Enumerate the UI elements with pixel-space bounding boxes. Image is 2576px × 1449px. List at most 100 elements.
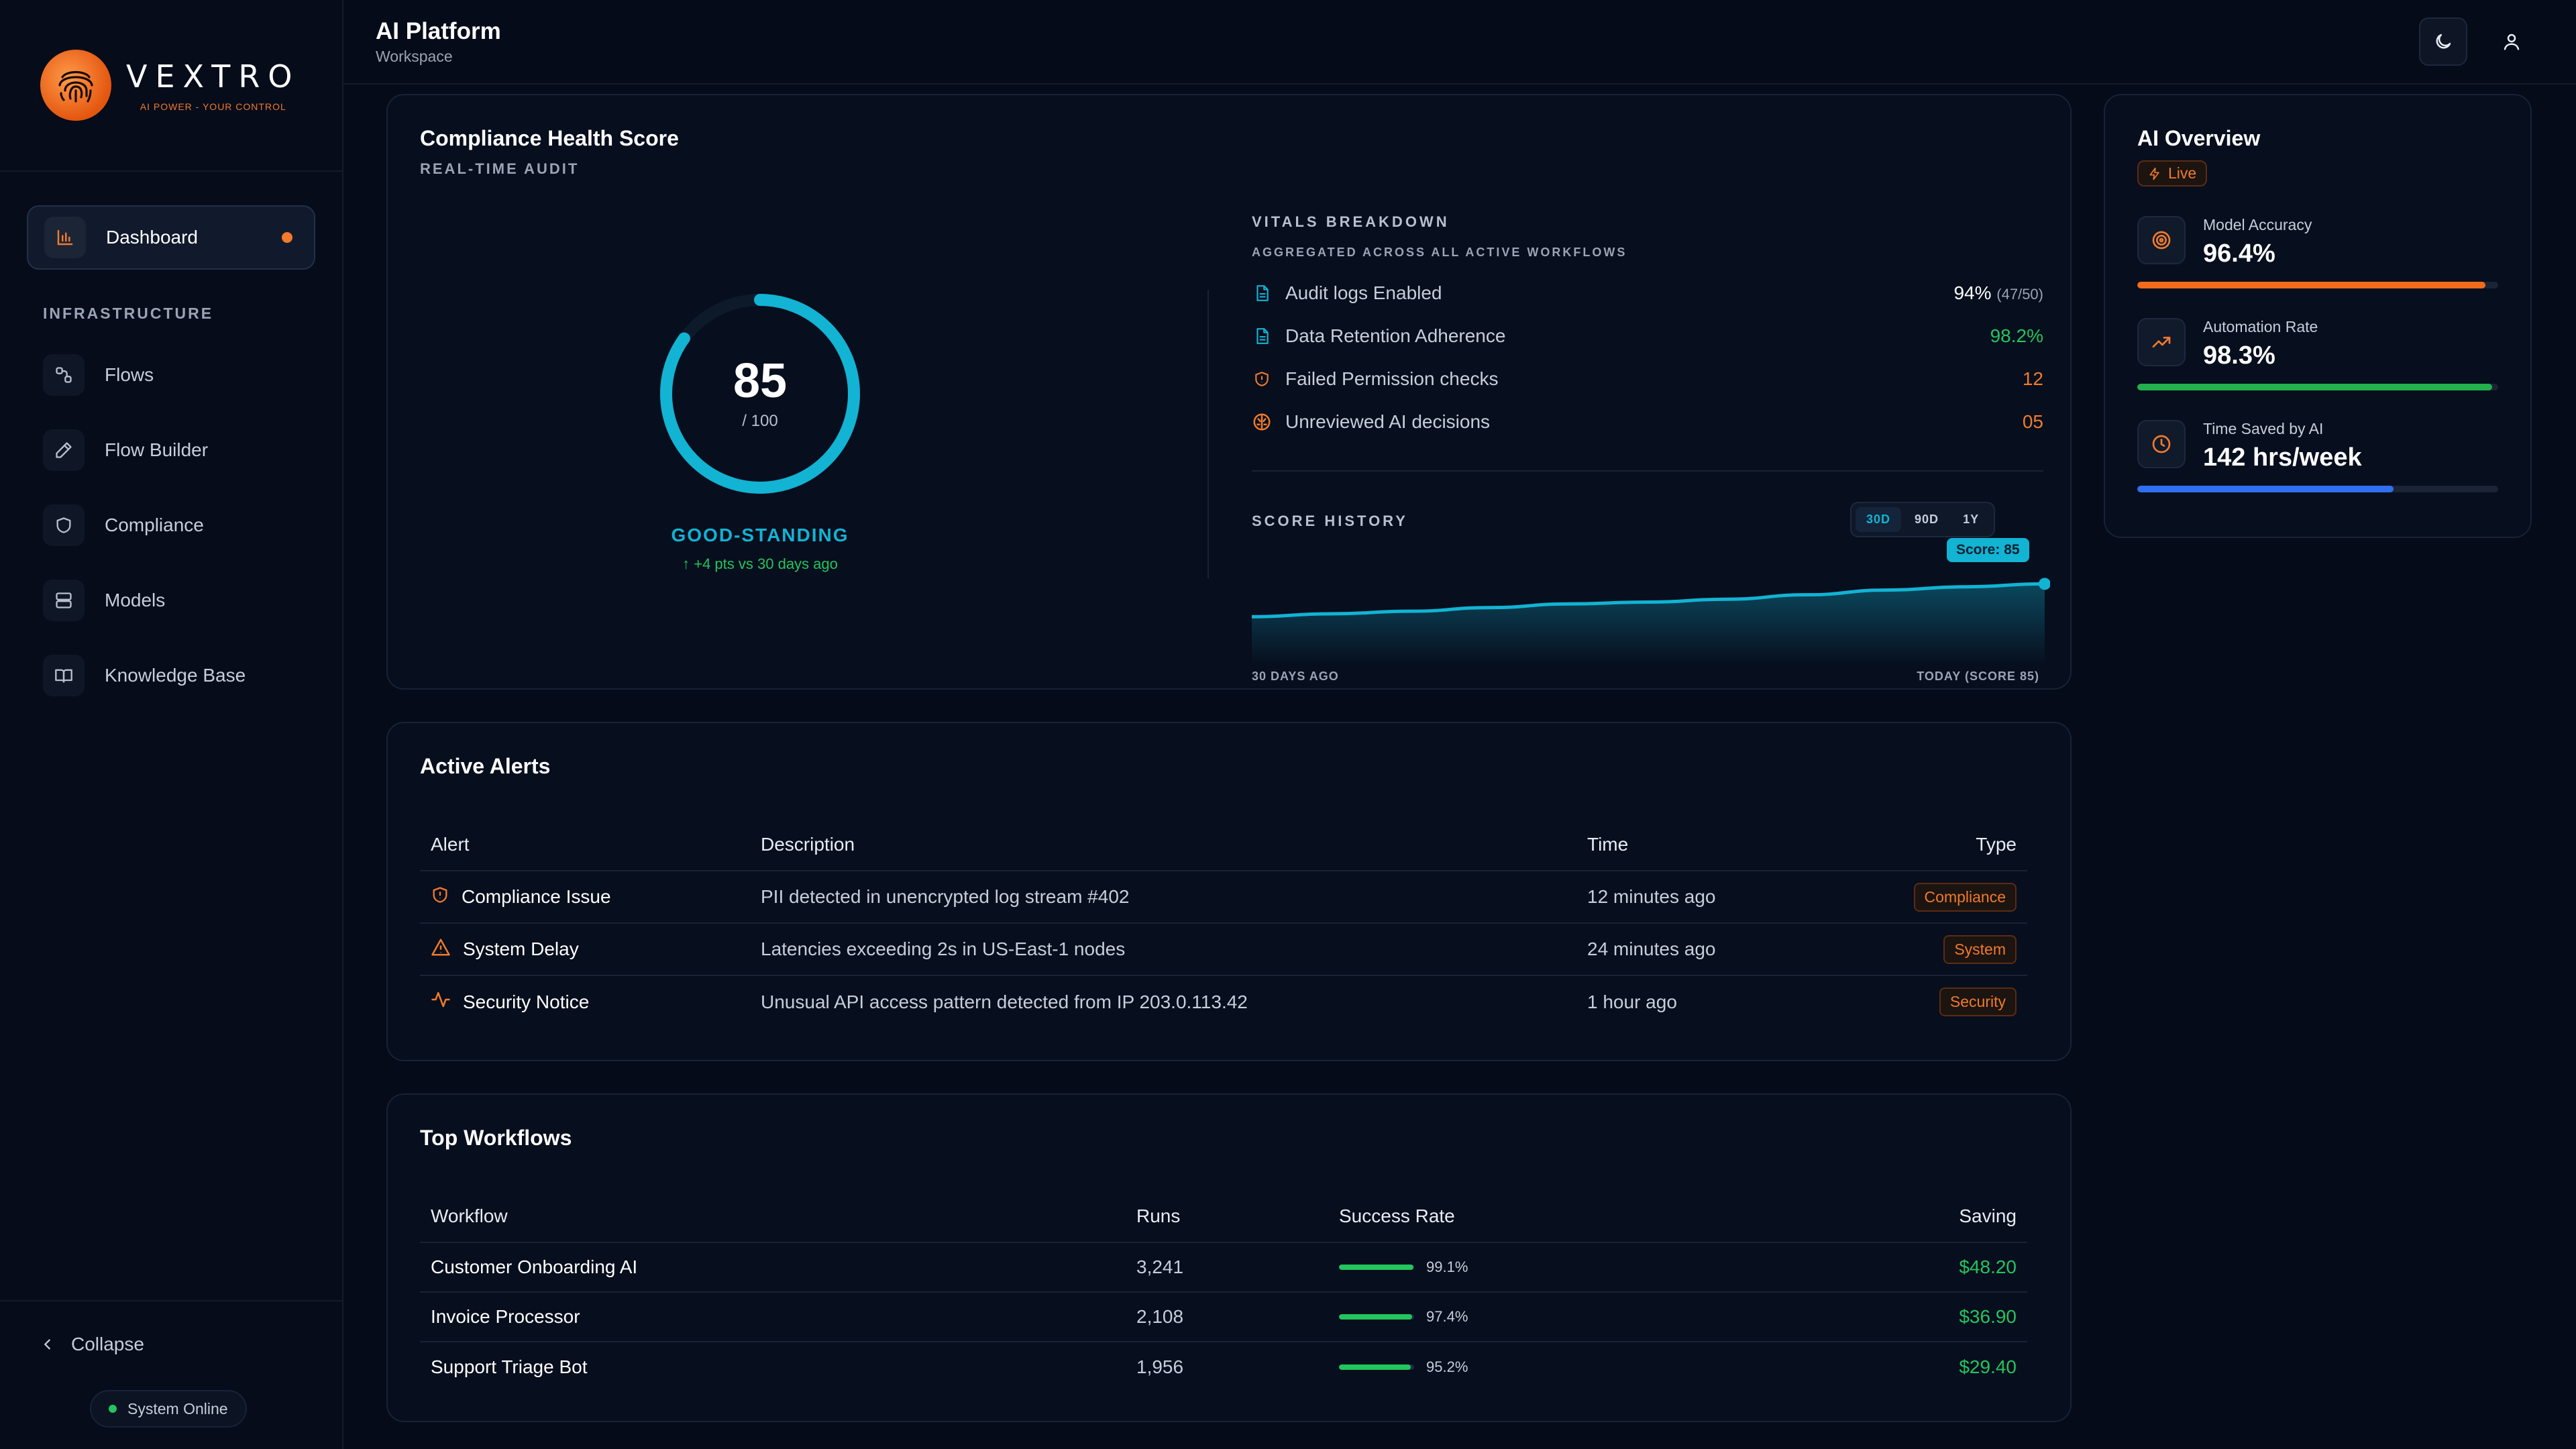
metric-time-saved: Time Saved by AI 142 hrs/week bbox=[2137, 420, 2498, 492]
standing-label: GOOD-STANDING bbox=[671, 525, 849, 545]
shield-alert-icon bbox=[1252, 369, 1272, 389]
card-title: Top Workflows bbox=[420, 1126, 572, 1150]
divider bbox=[1208, 290, 1209, 578]
metric-label: Automation Rate bbox=[2203, 318, 2318, 335]
table-row[interactable]: System Delay Latencies exceeding 2s in U… bbox=[420, 923, 2027, 976]
document-icon bbox=[1252, 326, 1272, 346]
card-title: Active Alerts bbox=[420, 754, 551, 778]
top-workflows-card: Top Workflows Workflow Runs Success Rate… bbox=[386, 1093, 2072, 1422]
vital-value: 94% bbox=[1953, 282, 1992, 303]
table-row[interactable]: Security Notice Unusual API access patte… bbox=[420, 975, 2027, 1028]
collapse-label: Collapse bbox=[71, 1334, 144, 1354]
moon-icon bbox=[2436, 34, 2451, 49]
vitals-title: VITALS BREAKDOWN bbox=[1252, 213, 1450, 230]
trending-up-icon bbox=[2137, 318, 2186, 366]
workflow-name: Invoice Processor bbox=[420, 1292, 1126, 1342]
range-1y-button[interactable]: 1Y bbox=[1963, 513, 1980, 526]
metric-model-accuracy: Model Accuracy 96.4% bbox=[2137, 216, 2498, 288]
success-rate-fill bbox=[1339, 1314, 1413, 1320]
metric-progress-fill bbox=[2137, 282, 2485, 288]
type-badge: Compliance bbox=[1913, 882, 2017, 912]
vital-row: Unreviewed AI decisions 05 bbox=[1252, 400, 2043, 443]
sidebar-item-knowledge-base[interactable]: Knowledge Base bbox=[27, 643, 315, 708]
theme-toggle-button[interactable] bbox=[2419, 17, 2467, 66]
brand-tagline: AI POWER - YOUR CONTROL bbox=[140, 101, 286, 112]
success-rate-bar bbox=[1339, 1364, 1414, 1370]
main-content: AI Platform Workspace Compliance Health … bbox=[343, 0, 2576, 1449]
ai-overview-card: AI Overview Live Model Accuracy 96.4% bbox=[2104, 94, 2532, 538]
active-alerts-card: Active Alerts Alert Description Time Typ… bbox=[386, 722, 2072, 1061]
status-dot bbox=[109, 1405, 117, 1413]
fingerprint-logo-icon bbox=[40, 50, 111, 121]
vital-label: Data Retention Adherence bbox=[1285, 325, 1506, 346]
sidebar-section-heading: INFRASTRUCTURE bbox=[43, 305, 214, 322]
success-rate-bar bbox=[1339, 1314, 1414, 1320]
document-icon bbox=[1252, 283, 1272, 303]
alert-description: Latencies exceeding 2s in US-East-1 node… bbox=[750, 923, 1576, 976]
sidebar-item-label: Compliance bbox=[105, 515, 204, 535]
vital-row: Audit logs Enabled 94% (47/50) bbox=[1252, 272, 2043, 315]
type-badge: Security bbox=[1939, 987, 2017, 1016]
alert-name: Security Notice bbox=[463, 991, 590, 1012]
flows-icon bbox=[43, 354, 85, 396]
table-row[interactable]: Customer Onboarding AI 3,241 99.1% $48.2… bbox=[420, 1242, 2027, 1293]
column-header: Saving bbox=[1786, 1190, 2027, 1243]
sidebar: VEXTRO AI POWER - YOUR CONTROL Dashboard… bbox=[0, 0, 343, 1449]
card-title: AI Overview bbox=[2137, 126, 2261, 150]
table-header-row: Alert Description Time Type bbox=[420, 818, 2027, 871]
vital-value: 12 bbox=[2022, 368, 2043, 389]
server-icon bbox=[43, 580, 85, 621]
alert-time: 1 hour ago bbox=[1587, 991, 1677, 1012]
range-30d-button[interactable]: 30D bbox=[1856, 507, 1902, 532]
vital-extra: (47/50) bbox=[1996, 286, 2043, 303]
current-score-point[interactable] bbox=[2039, 578, 2050, 590]
shield-icon bbox=[43, 504, 85, 546]
table-row[interactable]: Invoice Processor 2,108 97.4% $36.90 bbox=[420, 1292, 2027, 1342]
type-badge: System bbox=[1943, 934, 2017, 964]
collapse-button[interactable]: Collapse bbox=[0, 1301, 342, 1355]
sidebar-item-flows[interactable]: Flows bbox=[27, 343, 315, 407]
compliance-health-card: Compliance Health Score REAL-TIME AUDIT … bbox=[386, 94, 2072, 690]
target-icon bbox=[2137, 216, 2186, 264]
workflow-saving: $36.90 bbox=[1786, 1292, 2027, 1342]
sidebar-item-label: Models bbox=[105, 590, 166, 610]
score-history-title: SCORE HISTORY bbox=[1252, 513, 1408, 529]
user-profile-button[interactable] bbox=[2487, 17, 2536, 66]
range-90d-button[interactable]: 90D bbox=[1915, 513, 1939, 526]
success-rate-value: 97.4% bbox=[1426, 1308, 1468, 1325]
score-history-chart bbox=[1252, 578, 2050, 665]
live-label: Live bbox=[2168, 164, 2197, 182]
column-header: Alert bbox=[420, 818, 750, 871]
vital-label: Audit logs Enabled bbox=[1285, 282, 1442, 303]
success-rate-bar bbox=[1339, 1265, 1414, 1270]
brand-name: VEXTRO bbox=[126, 58, 301, 95]
workflow-name: Customer Onboarding AI bbox=[420, 1242, 1126, 1293]
alert-name: Compliance Issue bbox=[462, 886, 611, 907]
system-status-badge: System Online bbox=[90, 1390, 247, 1428]
sidebar-item-label: Dashboard bbox=[106, 227, 198, 248]
alerts-table: Alert Description Time Type Compliance I… bbox=[420, 818, 2027, 1028]
sidebar-item-label: Flows bbox=[105, 364, 154, 385]
success-rate-value: 95.2% bbox=[1426, 1358, 1468, 1375]
column-header: Success Rate bbox=[1328, 1190, 1787, 1243]
arrow-up-icon: ↑ bbox=[682, 555, 694, 572]
divider bbox=[1252, 470, 2043, 472]
table-row[interactable]: Support Triage Bot 1,956 95.2% $29.40 bbox=[420, 1342, 2027, 1391]
sidebar-item-compliance[interactable]: Compliance bbox=[27, 493, 315, 557]
brand[interactable]: VEXTRO AI POWER - YOUR CONTROL bbox=[0, 0, 342, 172]
workflow-saving: $48.20 bbox=[1786, 1242, 2027, 1293]
sidebar-item-dashboard[interactable]: Dashboard bbox=[27, 205, 315, 270]
sidebar-item-label: Knowledge Base bbox=[105, 665, 246, 686]
score-history-line bbox=[1252, 582, 2047, 619]
book-icon bbox=[43, 655, 85, 696]
alert-name: System Delay bbox=[463, 938, 579, 959]
sidebar-item-models[interactable]: Models bbox=[27, 568, 315, 633]
sidebar-item-flow-builder[interactable]: Flow Builder bbox=[27, 418, 315, 482]
column-header: Type bbox=[1823, 818, 2027, 871]
brain-icon bbox=[1252, 412, 1272, 432]
active-indicator-dot bbox=[282, 232, 292, 243]
alert-time: 24 minutes ago bbox=[1576, 923, 1823, 976]
shield-alert-icon bbox=[431, 885, 449, 910]
table-row[interactable]: Compliance Issue PII detected in unencry… bbox=[420, 871, 2027, 924]
score-history-area bbox=[1252, 584, 2045, 665]
